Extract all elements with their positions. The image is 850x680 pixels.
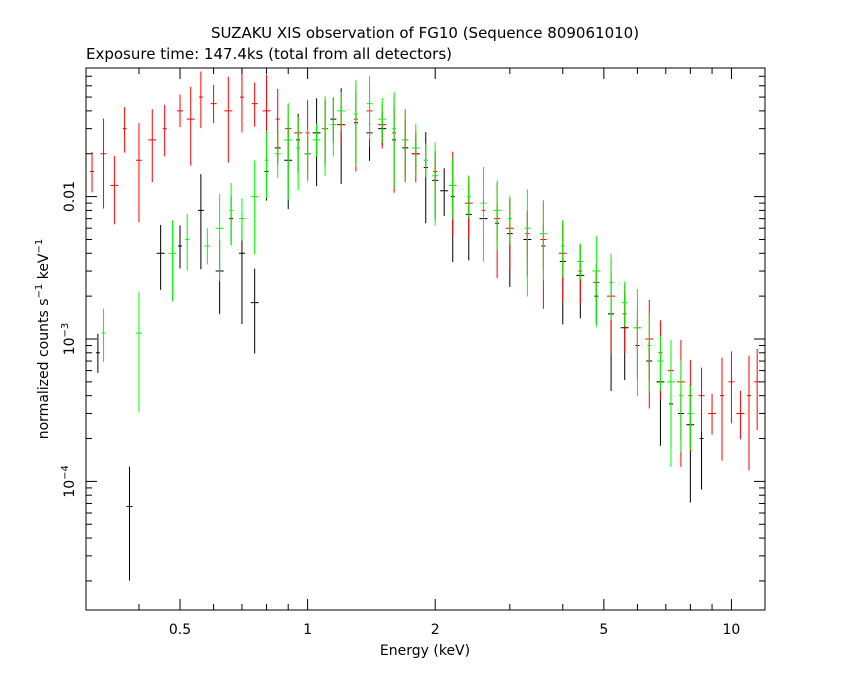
series-0 bbox=[95, 88, 704, 581]
y-axis-label-text: normalized counts s bbox=[36, 298, 52, 439]
chart-subtitle: Exposure time: 147.4ks (total from all d… bbox=[86, 45, 452, 63]
data-point bbox=[101, 308, 106, 363]
data-point bbox=[274, 131, 281, 179]
data-point bbox=[100, 118, 107, 209]
data-point bbox=[135, 292, 142, 413]
data-point bbox=[250, 160, 259, 255]
data-point bbox=[224, 76, 233, 163]
data-point bbox=[186, 86, 195, 166]
data-point bbox=[621, 281, 628, 327]
x-tick-label: 10 bbox=[723, 622, 741, 638]
data-point bbox=[330, 98, 337, 157]
data-point bbox=[204, 228, 211, 265]
data-point bbox=[719, 357, 724, 461]
data-point bbox=[95, 333, 100, 373]
data-point bbox=[312, 123, 321, 157]
y-axis-label-mid: keV bbox=[36, 253, 52, 284]
data-point bbox=[736, 390, 745, 440]
data-point bbox=[366, 75, 373, 140]
data-point bbox=[609, 253, 614, 320]
data-point bbox=[264, 131, 269, 199]
data-point bbox=[466, 176, 471, 218]
data-point bbox=[402, 109, 409, 183]
data-point bbox=[250, 268, 259, 354]
data-point bbox=[353, 79, 358, 166]
data-point bbox=[448, 158, 457, 220]
data-point bbox=[666, 339, 675, 467]
data-point bbox=[168, 220, 177, 302]
data-point bbox=[524, 189, 531, 297]
data-point bbox=[480, 166, 487, 262]
y-tick-label: 10−3 bbox=[60, 323, 78, 356]
data-point bbox=[728, 351, 735, 424]
axis-ticks: 0.5 1 2 5 10 10−4 10−3 0.01 bbox=[60, 67, 765, 638]
data-point bbox=[122, 107, 127, 153]
data-point bbox=[229, 182, 234, 246]
y-tick-label: 0.01 bbox=[62, 181, 78, 212]
data-point bbox=[177, 94, 184, 128]
data-point bbox=[210, 84, 217, 124]
data-point bbox=[239, 69, 244, 133]
data-point bbox=[493, 180, 502, 251]
x-axis-label: Energy (keV) bbox=[380, 643, 470, 659]
data-point bbox=[90, 151, 95, 193]
series-2 bbox=[101, 75, 694, 467]
data-point bbox=[411, 123, 420, 177]
chart-title: SUZAKU XIS observation of FG10 (Sequence… bbox=[211, 24, 639, 42]
data-point bbox=[507, 195, 512, 245]
data-point bbox=[284, 103, 293, 201]
x-tick-label: 0.5 bbox=[169, 622, 191, 638]
data-point bbox=[126, 466, 133, 581]
y-tick-label: 10−4 bbox=[60, 465, 78, 498]
data-point bbox=[633, 288, 642, 397]
y-axis-label-exp2: −1 bbox=[34, 239, 45, 254]
data-point bbox=[432, 142, 439, 226]
data-point bbox=[746, 355, 751, 471]
data-point bbox=[238, 198, 245, 241]
series-1 bbox=[90, 69, 761, 471]
data-point bbox=[198, 71, 203, 129]
y-axis-label: normalized counts s−1 keV−1 bbox=[34, 239, 52, 440]
data-point bbox=[539, 201, 548, 281]
data-point bbox=[178, 225, 183, 269]
data-point bbox=[185, 213, 190, 271]
data-point bbox=[323, 96, 328, 176]
data-point bbox=[440, 168, 449, 217]
data-point bbox=[687, 385, 694, 451]
x-tick-label: 1 bbox=[303, 622, 312, 638]
data-point bbox=[162, 104, 167, 157]
data-point bbox=[647, 313, 652, 392]
data-point bbox=[251, 82, 258, 127]
data-point bbox=[156, 224, 165, 290]
data-point bbox=[392, 92, 397, 189]
data-point bbox=[592, 235, 601, 327]
data-point bbox=[378, 97, 387, 143]
data-point bbox=[135, 123, 142, 223]
data-point bbox=[197, 174, 204, 270]
data-point bbox=[148, 109, 157, 183]
x-tick-label: 2 bbox=[431, 622, 440, 638]
data-point bbox=[708, 393, 717, 435]
data-point bbox=[657, 336, 664, 391]
data-point bbox=[678, 360, 683, 453]
data-point bbox=[304, 129, 311, 183]
data-point bbox=[577, 243, 584, 281]
data-point bbox=[337, 92, 346, 131]
data-point bbox=[215, 193, 224, 282]
data-point bbox=[110, 155, 119, 225]
data-point bbox=[560, 220, 565, 278]
data-point bbox=[423, 143, 428, 178]
y-axis-label-exp1: −1 bbox=[34, 284, 45, 299]
data-series-layer bbox=[90, 69, 761, 581]
x-tick-label: 5 bbox=[599, 622, 608, 638]
data-point bbox=[296, 116, 301, 191]
data-point bbox=[698, 367, 705, 432]
